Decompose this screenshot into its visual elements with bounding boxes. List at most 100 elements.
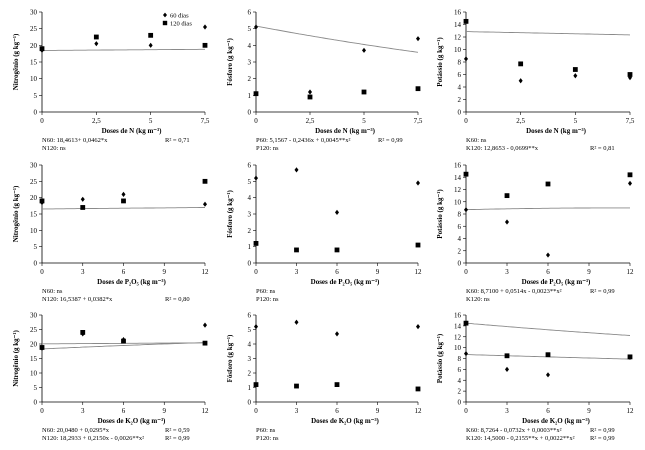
point-120-dias [39, 46, 45, 52]
r-squared-1: R² = 0,99 [590, 427, 615, 434]
point-120-dias [334, 247, 340, 253]
y-tick-label: 16 [454, 312, 462, 320]
panel-p6: 0 2 4 6 8 10 12 14 16 0 3 6 9 12 Doses de P₂O₅ (kg m⁻³… [436, 162, 634, 304]
y-tick-label: 14 [454, 174, 462, 182]
x-tick-label: 2,5 [306, 117, 315, 125]
x-axis-label: Doses de N (kg m⁻³) [315, 127, 376, 135]
y-tick-label: 16 [454, 9, 462, 17]
point-60-dias [464, 351, 468, 357]
x-tick-label: 9 [376, 268, 380, 276]
y-tick-label: 6 [458, 223, 462, 231]
point-60-dias [464, 56, 468, 62]
x-tick-label: 0 [40, 407, 44, 415]
point-60-dias [416, 324, 420, 330]
y-tick-label: 15 [30, 355, 38, 363]
y-tick-label: 2 [458, 388, 462, 396]
equation-2: K120: ns [466, 296, 490, 303]
x-axis-label: Doses de K₂O (kg m⁻³) [98, 417, 166, 425]
point-60-dias [505, 366, 509, 372]
y-tick-label: 6 [248, 312, 252, 320]
x-tick-label: 12 [415, 268, 423, 276]
equation-2: P120: ns [256, 296, 279, 303]
point-60-dias [416, 180, 420, 186]
x-tick-label: 12 [415, 407, 423, 415]
point-120-dias [627, 354, 633, 360]
x-tick-label: 3 [81, 268, 85, 276]
equation-2: K120: 14,5000 - 0,2155**x + 0,0022**x² [466, 435, 575, 442]
x-tick-label: 6 [122, 268, 126, 276]
point-60-dias [335, 209, 339, 215]
x-tick-label: 5 [362, 117, 366, 125]
point-120-dias [627, 172, 633, 178]
x-tick-label: 6 [335, 407, 339, 415]
y-tick-label: 10 [454, 344, 462, 352]
y-tick-label: 2 [248, 370, 252, 378]
x-axis-label: Doses de K₂O (kg m⁻³) [522, 417, 590, 425]
x-tick-label: 9 [376, 407, 380, 415]
x-axis-label: Doses de P₂O₅ (kg m⁻³) [311, 278, 380, 286]
y-tick-label: 12 [454, 333, 462, 341]
y-tick-label: 30 [30, 312, 38, 320]
point-120-dias [545, 181, 551, 187]
point-120-dias [463, 320, 469, 326]
y-tick-label: 4 [458, 235, 462, 243]
equation-1: K60: 8,7100 + 0,0514x - 0,0023**x² [466, 288, 562, 295]
point-120-dias [307, 94, 313, 100]
point-120-dias [334, 382, 340, 387]
y-tick-label: 4 [248, 42, 252, 50]
point-60-dias [203, 24, 207, 30]
y-tick-label: 30 [30, 9, 38, 17]
fit-curve-2 [465, 322, 631, 336]
x-tick-label: 6 [546, 268, 550, 276]
point-120-dias [148, 32, 154, 38]
equation-2: N120: 18,2933 + 0,2150x - 0,0026**x² [42, 435, 144, 442]
point-60-dias [94, 41, 99, 47]
panel-p2: 0 1 2 3 4 5 6 0 2,5 5 7,5 Doses de N (kg m⁻³) Fósfor… [226, 9, 423, 153]
x-tick-label: 0 [254, 268, 258, 276]
y-tick-label: 3 [248, 59, 252, 67]
y-axis-label: Potássio (g kg⁻¹) [436, 333, 444, 383]
y-axis-label: Fósforo (g kg⁻¹) [226, 190, 234, 238]
point-120-dias [463, 171, 469, 177]
equation-1: P60: ns [256, 427, 276, 434]
point-120-dias [39, 345, 45, 350]
point-120-dias [253, 241, 259, 246]
point-60-dias [464, 207, 468, 213]
y-tick-label: 1 [248, 384, 252, 392]
y-tick-label: 10 [30, 227, 38, 235]
y-tick-label: 0 [458, 399, 462, 407]
y-tick-label: 5 [34, 243, 38, 251]
point-120-dias [415, 242, 421, 248]
r-squared-1: R² = 0,99 [590, 288, 615, 295]
y-tick-label: 6 [248, 9, 252, 17]
x-tick-label: 7,5 [201, 117, 210, 125]
y-tick-label: 12 [454, 186, 462, 194]
x-tick-label: 0 [254, 407, 258, 415]
point-120-dias [294, 247, 299, 253]
y-tick-label: 6 [458, 366, 462, 374]
x-tick-label: 6 [122, 407, 126, 415]
x-tick-label: 3 [505, 268, 509, 276]
fit-curve-2 [41, 342, 205, 350]
equation-2: N120: ns [42, 145, 66, 152]
panel-p3: 0 2 4 6 8 10 12 14 16 0 2,5 5 7,5 Doses de N (kg m⁻³)… [436, 9, 635, 153]
x-tick-label: 0 [464, 117, 468, 125]
point-60-dias [505, 219, 509, 225]
y-tick-label: 5 [34, 92, 38, 100]
equation-1: N60: ns [42, 288, 63, 295]
r-squared-1: R² = 0,59 [165, 427, 190, 434]
equation-1: P60: ns [256, 288, 276, 295]
point-120-dias [294, 383, 299, 389]
r-squared-1: R² = 0,99 [378, 137, 403, 144]
point-120-dias [202, 340, 208, 346]
r-squared-2: R² = 0,81 [590, 145, 615, 152]
point-60-dias [362, 47, 366, 53]
equation-1: N60: 18,4613+ 0,0462*x [42, 137, 108, 144]
r-squared-2: R² = 0,99 [165, 435, 190, 442]
x-tick-label: 9 [163, 268, 167, 276]
x-tick-label: 0 [40, 268, 44, 276]
legend-marker-120 [162, 20, 168, 26]
point-60-dias [628, 180, 632, 186]
